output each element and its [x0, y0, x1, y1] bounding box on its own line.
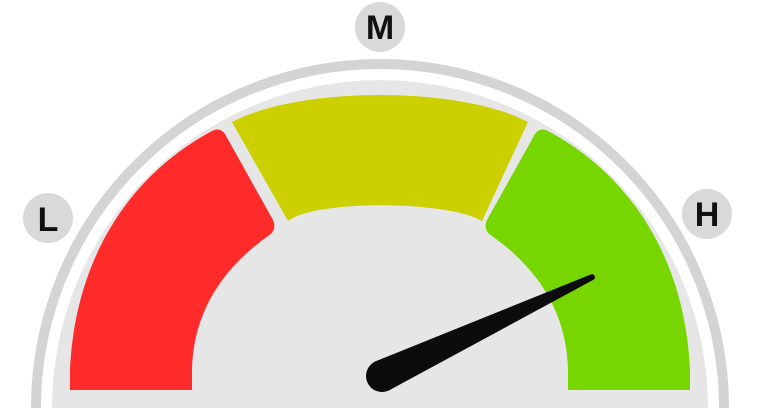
gauge-label-medium-badge: [355, 2, 405, 52]
gauge-label-high-badge: [682, 189, 732, 239]
gauge-label-medium-text: M: [366, 9, 394, 47]
gauge-needle-hub: [366, 360, 398, 392]
gauge-label-high-text: H: [695, 196, 720, 234]
gauge-zone-medium: [232, 95, 528, 221]
gauge-needle-pointer: [375, 274, 595, 391]
gauge-label-high: H: [682, 189, 732, 239]
gauge-label-low-badge: [23, 193, 73, 243]
gauge-label-low-text: L: [38, 201, 59, 239]
gauge-needle: [366, 274, 595, 392]
gauge-zone-high: [485, 129, 690, 391]
gauge-zone-low: [70, 129, 275, 391]
gauge-label-medium: M: [355, 2, 405, 52]
gauge-label-low: L: [23, 193, 73, 243]
gauge-outer-ring: [31, 59, 729, 408]
